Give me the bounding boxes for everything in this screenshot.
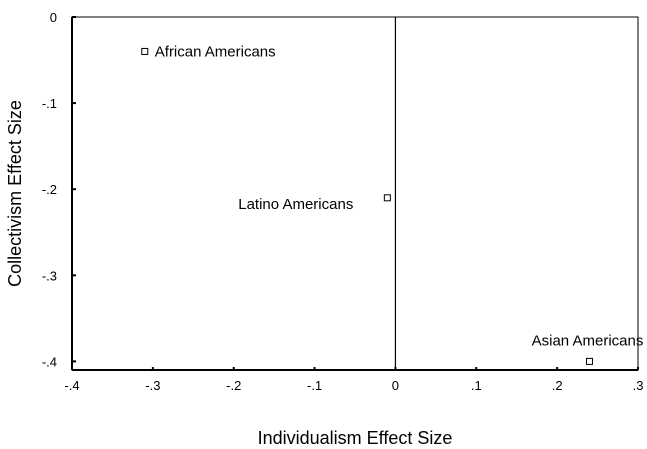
plot-area — [71, 16, 639, 371]
data-point-label: Asian Americans — [532, 332, 644, 349]
y-tick-label: -.2 — [42, 182, 57, 197]
data-point-label: Latino Americans — [238, 196, 353, 213]
x-tick-label: 0 — [392, 378, 399, 393]
y-tick-label: -.3 — [42, 268, 57, 283]
x-tick-label: -.4 — [64, 378, 79, 393]
y-axis-ticks: 0 -.1 -.2 -.3 -.4 — [42, 10, 76, 369]
data-point-marker — [585, 357, 593, 365]
y-tick-label: -.1 — [42, 96, 57, 111]
data-point-marker — [383, 194, 391, 202]
y-axis-title: Collectivism Effect Size — [5, 100, 25, 287]
x-tick-label: -.2 — [226, 378, 241, 393]
x-axis-ticks: -.4 -.3 -.2 -.1 0 .1 .2 .3 — [64, 367, 643, 393]
x-tick-label: .1 — [471, 378, 482, 393]
data-point-marker — [141, 47, 149, 55]
plot-frame — [71, 16, 639, 371]
x-axis-title: Individualism Effect Size — [258, 428, 453, 448]
data-points: African Americans Latino Americans Asian A… — [141, 43, 644, 365]
y-tick-label: 0 — [50, 10, 57, 25]
x-tick-label: -.1 — [307, 378, 322, 393]
x-tick-label: .2 — [552, 378, 563, 393]
y-tick-label: -.4 — [42, 354, 57, 369]
x-tick-label: .3 — [633, 378, 644, 393]
x-tick-label: -.3 — [145, 378, 160, 393]
data-point-label: African Americans — [155, 43, 276, 60]
